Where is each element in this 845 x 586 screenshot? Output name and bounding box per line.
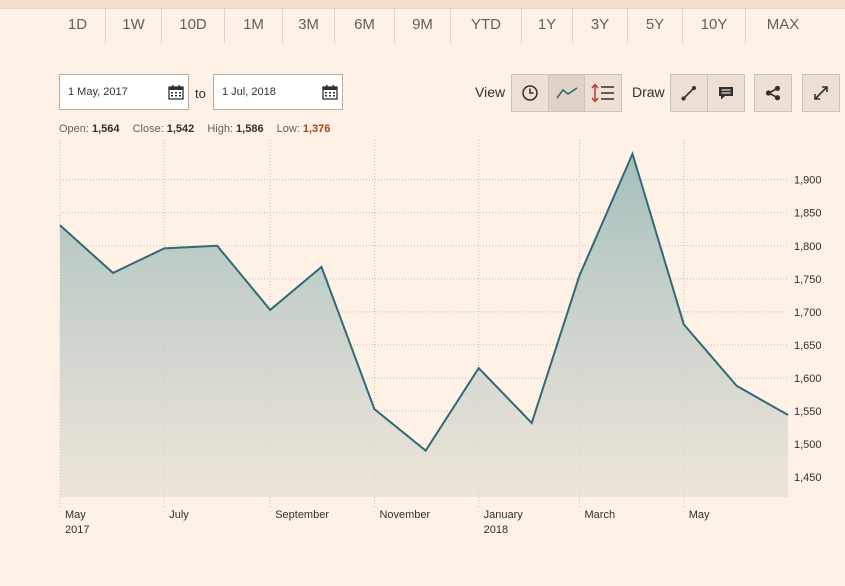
x-tick-label: November xyxy=(379,509,430,521)
close-label: Close: xyxy=(132,123,164,135)
period-tab-1w[interactable]: 1W xyxy=(106,8,162,43)
range-to-label: to xyxy=(195,86,206,101)
indicators-button[interactable] xyxy=(584,74,622,112)
top-strip xyxy=(0,0,845,9)
x-tick-label: July xyxy=(169,509,189,521)
x-tick-label: January xyxy=(484,509,524,521)
start-date-value: 1 May, 2017 xyxy=(68,86,128,98)
period-tab-3y[interactable]: 3Y xyxy=(573,8,628,43)
draw-label: Draw xyxy=(632,84,665,100)
x-tick-label: May xyxy=(689,509,710,521)
y-tick-label: 1,800 xyxy=(794,241,822,253)
end-date-value: 1 Jul, 2018 xyxy=(222,86,276,98)
clock-icon xyxy=(522,85,538,101)
view-label: View xyxy=(475,84,506,100)
x-tick-label: March xyxy=(585,509,616,521)
line-chart-icon xyxy=(555,87,577,99)
period-tab-5y[interactable]: 5Y xyxy=(628,8,683,43)
fullscreen-icon xyxy=(814,86,828,100)
high-label: High: xyxy=(207,123,234,135)
price-line xyxy=(59,151,789,453)
period-tab-1y[interactable]: 1Y xyxy=(522,8,573,43)
period-tab-10y[interactable]: 10Y xyxy=(683,8,746,43)
share-icon xyxy=(765,85,781,101)
y-tick-label: 1,700 xyxy=(794,307,822,319)
y-tick-label: 1,500 xyxy=(794,439,822,451)
low-value: 1,376 xyxy=(302,123,331,135)
close-value: 1,542 xyxy=(166,123,195,135)
period-selector: 1D 1W 10D 1M 3M 6M 9M YTD 1Y 3Y 5Y 10Y M… xyxy=(50,8,820,43)
open-value: 1,564 xyxy=(91,123,120,135)
x-axis-ticks: May 2017 July September November January 2018 M… xyxy=(65,509,710,536)
time-view-button[interactable] xyxy=(511,74,549,112)
period-tab-1d[interactable]: 1D xyxy=(50,8,106,43)
y-tick-label: 1,600 xyxy=(794,373,822,385)
annotate-button[interactable] xyxy=(707,74,745,112)
y-tick-label: 1,450 xyxy=(794,472,822,484)
ohlc-summary: Open: 1,564 Close: 1,542 High: 1,586 Low: 1,… xyxy=(59,123,340,135)
x-tick-label: September xyxy=(275,509,329,521)
y-tick-label: 1,900 xyxy=(794,175,822,187)
fullscreen-button[interactable] xyxy=(802,74,840,112)
y-tick-label: 1,550 xyxy=(794,406,822,418)
period-tab-10d[interactable]: 10D xyxy=(162,8,225,43)
period-tab-1m[interactable]: 1M xyxy=(225,8,283,43)
line-chart-button[interactable] xyxy=(548,74,585,112)
y-tick-label: 1,650 xyxy=(794,340,822,352)
period-tab-6m[interactable]: 6M xyxy=(335,8,395,43)
high-value: 1,586 xyxy=(236,123,264,135)
y-tick-label: 1,850 xyxy=(794,208,822,220)
period-tab-max[interactable]: MAX xyxy=(766,16,800,33)
low-label: Low: xyxy=(276,123,300,135)
calendar-icon[interactable] xyxy=(322,84,338,100)
period-tab-9m[interactable]: 9M xyxy=(395,8,451,43)
indicators-icon xyxy=(591,83,614,103)
share-button[interactable] xyxy=(754,74,792,112)
pencil-icon xyxy=(681,86,696,101)
draw-line-button[interactable] xyxy=(670,74,708,112)
period-tab-ytd[interactable]: YTD xyxy=(451,8,522,43)
y-tick-label: 1,750 xyxy=(794,274,822,286)
calendar-icon[interactable] xyxy=(168,84,184,100)
end-date-input[interactable]: 1 Jul, 2018 xyxy=(213,74,343,110)
x-tick-year-label: 2018 xyxy=(484,524,508,536)
period-tab-3m[interactable]: 3M xyxy=(283,8,335,43)
y-axis-ticks: 1,450 1,500 1,550 1,600 1,650 1,700 1,750 1,800… xyxy=(794,175,822,484)
price-area xyxy=(60,153,788,497)
open-label: Open: xyxy=(59,123,89,135)
start-date-input[interactable]: 1 May, 2017 xyxy=(59,74,189,110)
x-tick-year-label: 2017 xyxy=(65,524,89,536)
comment-icon xyxy=(719,87,733,100)
x-tick-label: May xyxy=(65,509,86,521)
